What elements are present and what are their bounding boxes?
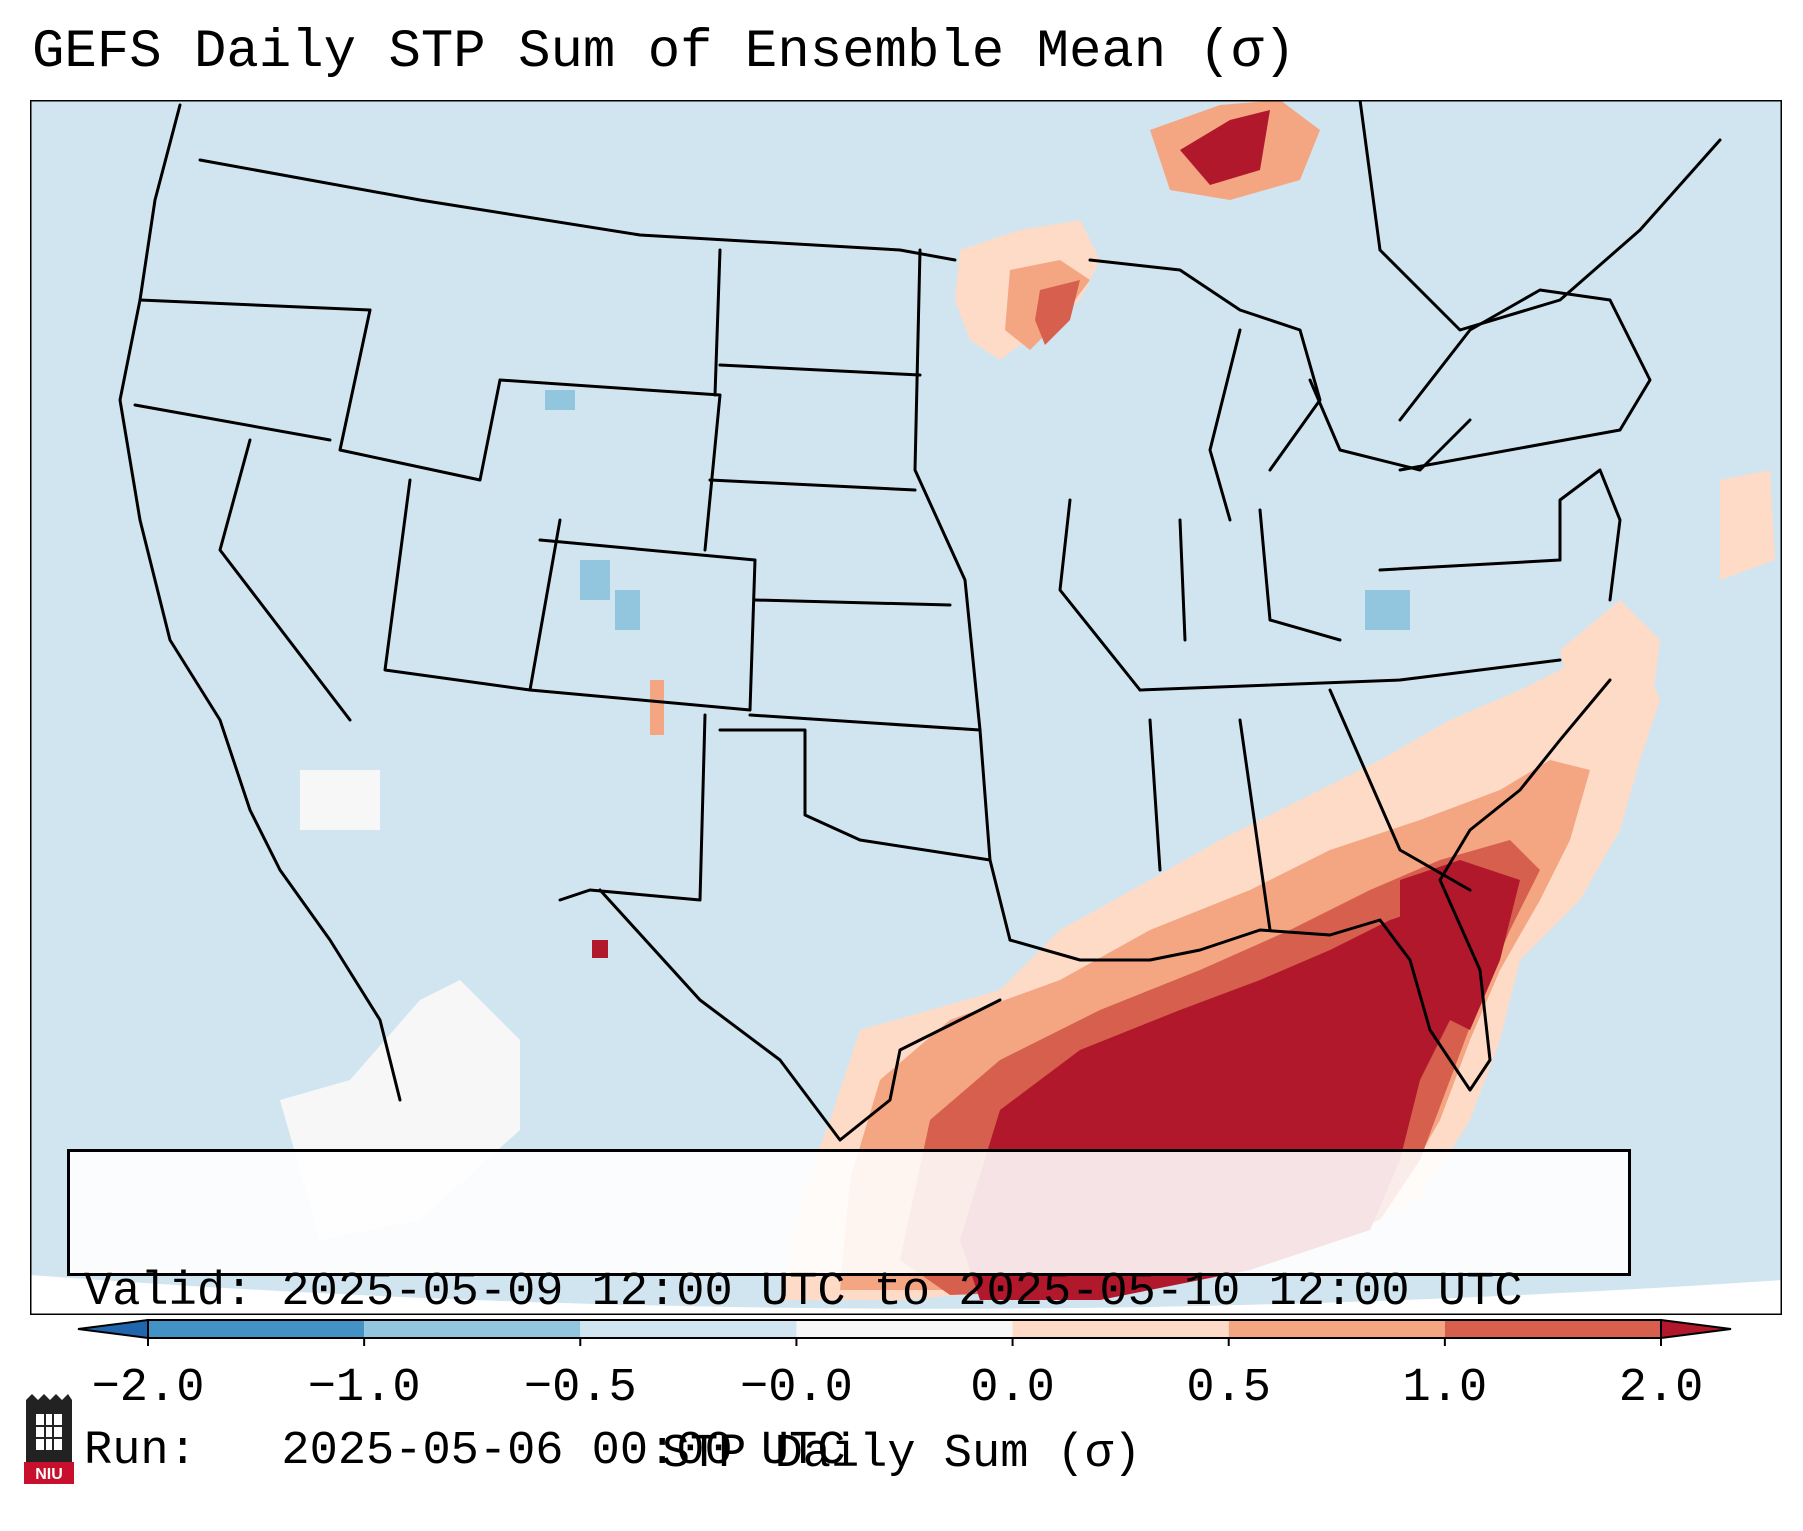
stp-florida-core (1400, 860, 1520, 1030)
boundaries (118, 100, 1722, 1142)
colorbar-tick-label: −1.0 (307, 1362, 421, 1415)
stp-field-upper-midwest (955, 100, 1320, 360)
ms-valley (913, 248, 1012, 942)
colorbar (77, 1318, 1732, 1346)
great-lakes (1088, 258, 1472, 522)
nv-ut (218, 438, 352, 722)
gulf-coast (1008, 678, 1612, 1092)
colorbar-tick-label: 0.0 (970, 1362, 1055, 1415)
or-ca-border (133, 403, 332, 442)
colorbar-segment (796, 1320, 1013, 1338)
projection-edge (30, 1275, 1782, 1315)
mt-dakota (708, 248, 922, 492)
wy-box (498, 378, 722, 552)
il-in-oh (1058, 498, 1342, 692)
run-time-text: Run: 2025-05-06 00:00 UTC (84, 1425, 846, 1478)
logo-text: NIU (35, 1466, 63, 1483)
colorbar-segment (580, 1320, 797, 1338)
colorbar-segment (1228, 1320, 1445, 1338)
northeast (1398, 288, 1652, 602)
colorbar-segment (1444, 1320, 1661, 1338)
east-states (1138, 558, 1562, 932)
valid-time-text: Valid: 2025-05-09 12:00 UTC to 2025-05-1… (84, 1266, 1523, 1319)
idaho-border (338, 308, 502, 482)
chart-title: GEFS Daily STP Sum of Ensemble Mean (σ) (32, 22, 1296, 83)
ut-co-az (383, 478, 562, 692)
west-coast (118, 103, 402, 1102)
co-box (528, 538, 757, 712)
niu-logo: NIU (24, 1394, 74, 1484)
colorbar-tick-label: −0.5 (523, 1362, 637, 1415)
colorbar-segment (1012, 1320, 1229, 1338)
colorbar-tick-label: −2.0 (91, 1362, 205, 1415)
colorbar-tick-label: 1.0 (1402, 1362, 1488, 1415)
colorbar-tick-label: 0.5 (1186, 1362, 1272, 1415)
colorbar-segment (364, 1320, 581, 1338)
colorbar-segment (148, 1320, 365, 1338)
stp-field-east-coast (1560, 470, 1775, 780)
colorbar-tick-label: −0.0 (740, 1362, 853, 1415)
colorbar-label: STP Daily Sum (σ) (661, 1428, 1142, 1481)
nm-tx (558, 713, 1002, 1142)
colorbar-frame (147, 1319, 1662, 1339)
canada-border (198, 158, 957, 262)
wa-or-border (138, 298, 372, 312)
colorbar-tick-label: 2.0 (1618, 1362, 1704, 1415)
canada-east (1358, 100, 1722, 332)
colorbar-extend-high (1660, 1318, 1732, 1340)
ne-ks-ok (718, 598, 992, 862)
valid-time-box: Valid: 2025-05-09 12:00 UTC to 2025-05-1… (67, 1149, 1631, 1478)
